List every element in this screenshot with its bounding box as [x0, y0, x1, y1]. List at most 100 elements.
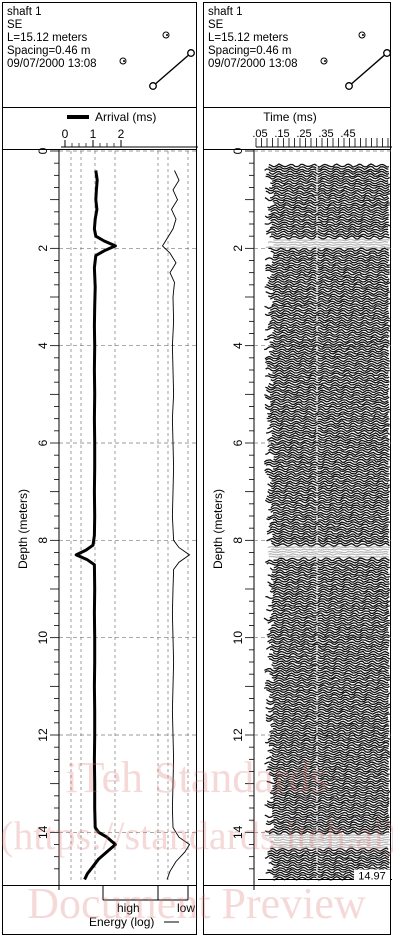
time-tick-label: .15 — [274, 128, 289, 140]
depth-tick-label: 6 — [231, 439, 245, 446]
waveform-trace — [273, 578, 390, 584]
waveform-trace — [268, 487, 389, 492]
depth-tick-label: 10 — [36, 631, 50, 645]
waveform-trace — [264, 833, 390, 837]
waveform-trace — [272, 710, 390, 715]
waveform-trace — [264, 760, 389, 766]
waveform-trace — [273, 192, 391, 197]
waveform-trace — [269, 307, 389, 312]
waveform-trace — [266, 801, 390, 807]
waveform-trace — [269, 734, 389, 739]
waveform-trace — [271, 806, 389, 812]
waveform-trace — [268, 292, 389, 298]
waveform-trace — [272, 727, 389, 732]
waveform-trace — [264, 196, 390, 202]
waveform-trace — [272, 796, 390, 802]
waveform-trace — [272, 592, 390, 598]
waveform-trace — [266, 516, 389, 521]
waveform-trace — [266, 780, 389, 785]
waveform-trace — [265, 360, 390, 365]
waveform-trace — [268, 475, 389, 480]
waveform-trace — [265, 712, 390, 718]
waveform-trace — [272, 650, 390, 656]
waveform-trace — [268, 211, 389, 216]
waveform-trace — [264, 345, 389, 351]
waveform-trace — [269, 789, 391, 795]
waveform-trace — [263, 616, 389, 622]
waveform-trace — [265, 768, 389, 773]
time-tick-label: .05 — [252, 128, 267, 140]
waveform-trace — [268, 583, 389, 588]
waveform-trace — [273, 843, 390, 847]
waveform-trace — [273, 703, 391, 709]
waveform-trace — [264, 396, 390, 401]
waveform-trace — [271, 316, 390, 322]
waveform-trace — [268, 309, 389, 315]
waveform-trace — [264, 828, 390, 833]
waveform-trace — [270, 314, 389, 320]
waveform-trace — [270, 504, 390, 509]
waveform-trace — [267, 765, 390, 771]
waveform-trace — [269, 525, 389, 531]
depth-tick-label: 14 — [231, 825, 245, 839]
waveform-trace — [266, 283, 389, 288]
depth-tick-label: 0 — [231, 147, 245, 154]
waveform-trace — [272, 511, 390, 516]
waveform-trace — [272, 785, 389, 790]
waveform-trace — [265, 230, 389, 236]
waveform-trace — [267, 749, 390, 754]
waveform-trace — [270, 391, 389, 396]
waveform-trace — [273, 243, 390, 247]
waveform-trace — [267, 655, 390, 661]
waveform-trace — [267, 619, 390, 625]
waveform-trace — [268, 763, 390, 768]
waveform-trace — [272, 331, 389, 336]
waveform-trace — [270, 612, 390, 617]
waveform-trace — [264, 213, 390, 219]
waveform-trace — [265, 497, 389, 502]
waveform-trace — [267, 424, 390, 430]
waveform-trace — [271, 302, 391, 308]
waveform-trace — [272, 609, 390, 615]
waveform-trace — [265, 175, 390, 180]
waveform-trace — [271, 571, 390, 577]
waveform-trace — [266, 362, 389, 368]
waveform-trace — [272, 696, 389, 701]
depth-tick-label: 12 — [231, 728, 245, 742]
waveform-trace — [271, 477, 390, 483]
waveform-trace — [265, 681, 390, 687]
waveform-trace — [264, 403, 390, 408]
waveform-trace — [266, 607, 389, 612]
waveform-trace — [263, 686, 389, 692]
waveform-trace — [272, 288, 390, 293]
waveform-trace — [264, 285, 390, 291]
waveform-trace — [267, 384, 389, 389]
waveform-trace — [268, 741, 390, 747]
waveform-trace — [268, 861, 390, 867]
waveform-trace — [271, 232, 390, 238]
waveform-trace — [267, 513, 390, 519]
waveform-trace — [272, 746, 389, 752]
waveform-trace — [269, 856, 390, 862]
waveform-trace — [271, 859, 390, 864]
waveform-trace — [269, 295, 389, 300]
waveform-trace — [269, 648, 389, 653]
waveform-trace — [269, 614, 390, 620]
waveform-trace — [264, 405, 390, 411]
waveform-trace — [272, 518, 390, 524]
waveform-trace — [265, 367, 390, 373]
waveform-trace — [265, 595, 390, 600]
waveform-trace — [271, 787, 390, 792]
waveform-trace — [271, 724, 390, 730]
waveform-trace — [267, 372, 389, 377]
waveform-trace — [270, 376, 389, 382]
waveform-trace — [267, 333, 390, 339]
waveform-trace — [267, 573, 390, 579]
header-length: L=15.12 meters — [208, 32, 289, 44]
depth-tick-label: 12 — [36, 728, 50, 742]
waveform-trace — [268, 602, 389, 608]
waveform-trace — [272, 590, 390, 596]
waveform-trace — [271, 262, 390, 267]
waveform-trace — [265, 388, 389, 394]
waveform-trace — [264, 167, 389, 173]
